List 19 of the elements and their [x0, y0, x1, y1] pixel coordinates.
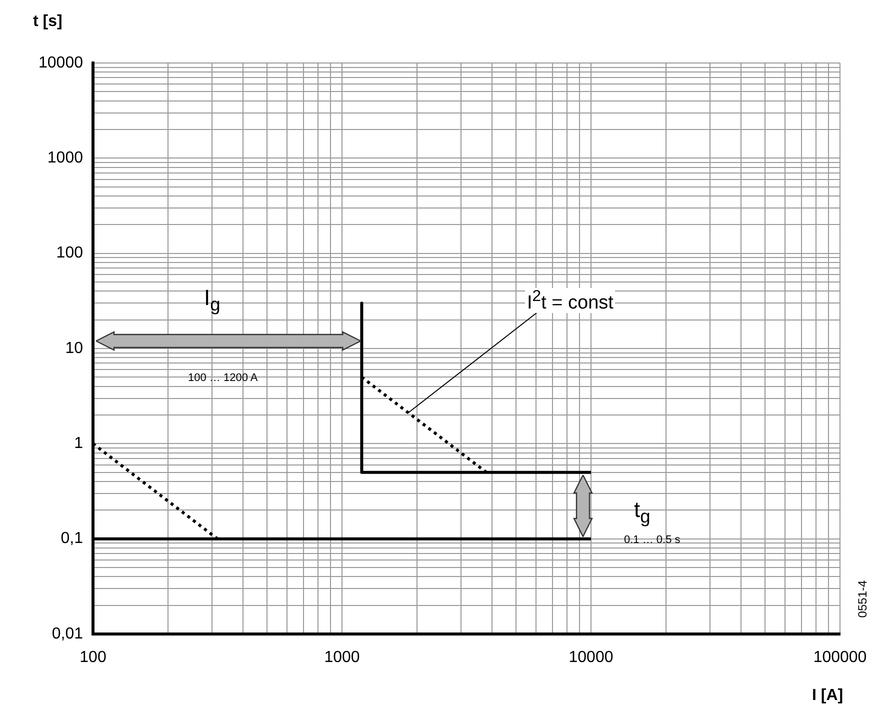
x-tick-label: 100000 — [813, 649, 867, 666]
text: 0551-4 — [855, 580, 870, 618]
x-tick-label: 10000 — [568, 649, 614, 666]
x-axis-title: I [A] — [812, 687, 844, 704]
y-tick-label: 0,01 — [52, 625, 84, 642]
y-tick-label: 0,1 — [60, 530, 84, 548]
y-tick-label: 1000 — [47, 150, 84, 167]
x-tick-label: 100 — [80, 649, 106, 666]
annotation: 100 … 1200 A — [187, 372, 259, 384]
y-axis-title: t [s] — [33, 13, 62, 30]
y-tick-label: 100 — [56, 244, 84, 262]
annotation: t$_{g}$ — [633, 496, 652, 526]
x-tick-label: 1000 — [324, 649, 360, 666]
y-tick-label: 10000 — [38, 54, 84, 72]
annotation: 0.1 … 0.5 s — [623, 534, 682, 546]
annotation: I$_{g}$ — [203, 284, 222, 314]
y-tick-label: 10 — [65, 340, 84, 357]
y-tick-label: 1 — [74, 435, 84, 452]
annotation: I$^{2}$t = const — [525, 288, 616, 313]
